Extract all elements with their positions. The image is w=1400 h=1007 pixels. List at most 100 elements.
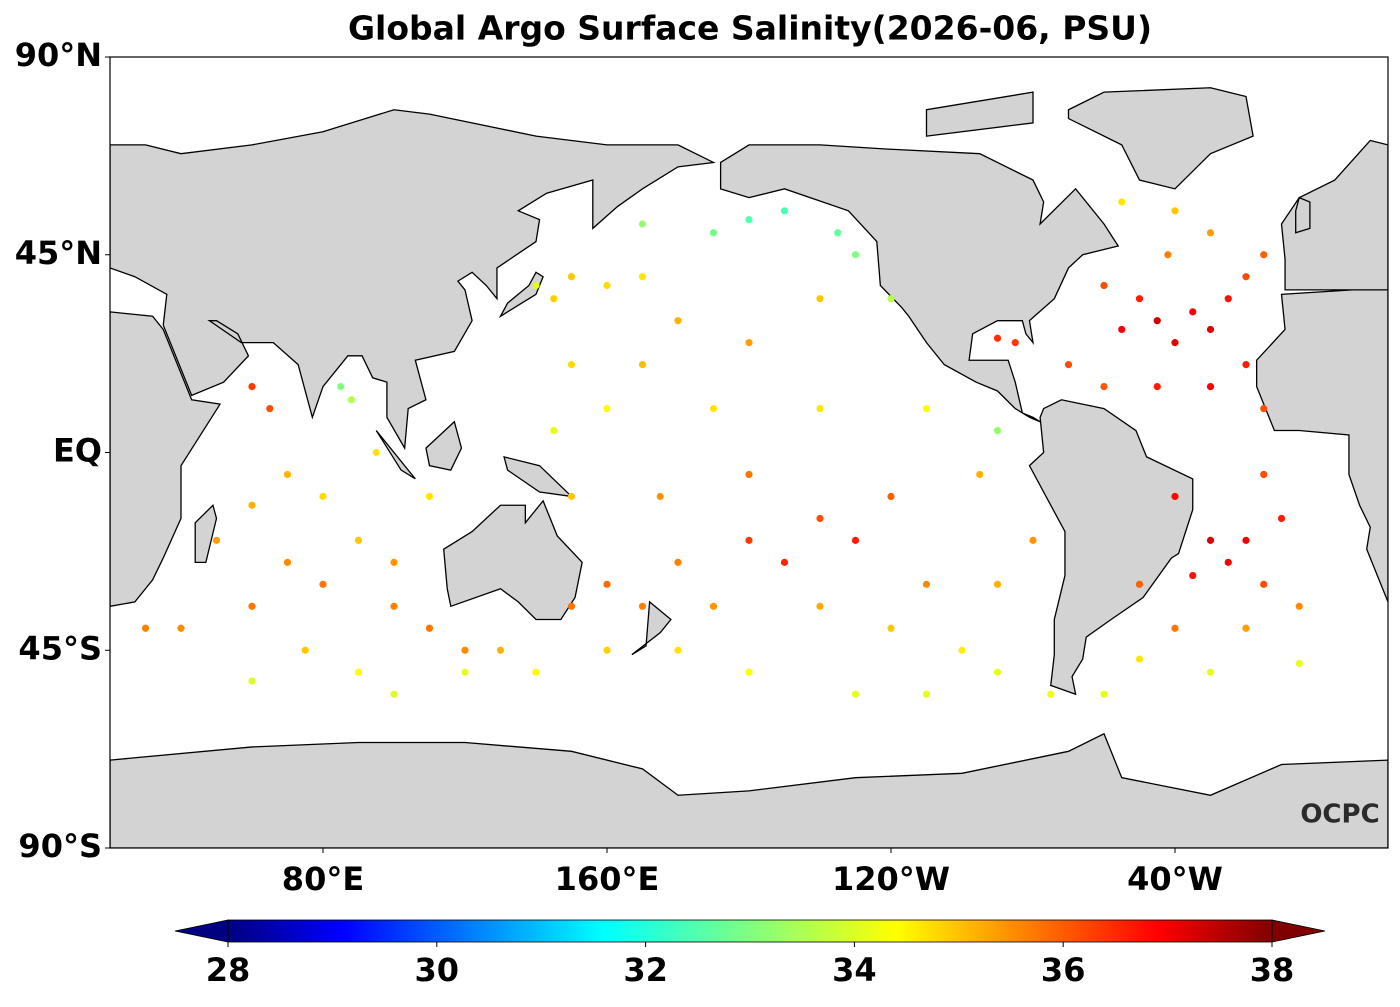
argo-float	[1011, 339, 1019, 347]
argo-float	[1100, 690, 1108, 698]
argo-float	[603, 580, 611, 588]
argo-float	[922, 404, 931, 413]
argo-float	[1164, 251, 1172, 259]
argo-float	[390, 690, 398, 698]
argo-float	[461, 668, 469, 676]
argo-float	[1135, 295, 1144, 303]
argo-float	[887, 295, 895, 303]
argo-float	[1064, 361, 1073, 369]
landmass	[375, 430, 416, 480]
argo-float	[709, 404, 718, 413]
colorbar-tick-label: 36	[1041, 951, 1086, 989]
argo-float	[922, 690, 931, 698]
argo-float	[248, 602, 256, 610]
argo-float	[993, 580, 1002, 588]
argo-float	[390, 558, 398, 566]
argo-float	[1242, 361, 1250, 369]
argo-float	[567, 273, 576, 281]
argo-float	[851, 251, 860, 259]
colorbar-frame	[227, 919, 1273, 943]
argo-float	[674, 646, 682, 654]
colorbar-extend-high	[1271, 919, 1326, 943]
argo-float	[532, 668, 540, 676]
argo-float	[1047, 690, 1055, 698]
argo-float	[887, 624, 895, 632]
argo-float	[354, 668, 363, 676]
landmass	[925, 91, 1034, 137]
argo-float	[780, 558, 789, 566]
argo-float	[141, 624, 150, 632]
colorbar-tick-label: 28	[206, 951, 251, 989]
argo-float	[425, 624, 434, 632]
argo-float	[816, 602, 824, 610]
landmass	[1295, 196, 1311, 234]
landmass	[443, 499, 583, 621]
landmass	[110, 311, 222, 607]
argo-float	[745, 470, 753, 479]
argo-float	[780, 207, 789, 215]
argo-float	[347, 396, 355, 404]
argo-float	[337, 382, 345, 391]
landmass	[719, 144, 1120, 423]
argo-float	[283, 558, 292, 566]
argo-float	[461, 646, 469, 654]
argo-float	[816, 514, 824, 523]
landmass	[110, 109, 716, 451]
colorbar-extend-low	[174, 919, 229, 943]
logo: OCPC	[1300, 800, 1379, 830]
colorbar-tick-label: 34	[832, 951, 877, 989]
argo-float	[1242, 624, 1250, 632]
argo-float	[1189, 308, 1197, 316]
argo-float	[283, 470, 292, 479]
landmass	[1028, 399, 1194, 696]
landmass	[425, 420, 463, 471]
argo-float	[1206, 325, 1215, 334]
land-layer	[110, 87, 1388, 848]
argo-float	[248, 501, 256, 509]
argo-float	[922, 580, 931, 588]
argo-float	[177, 624, 185, 632]
argo-float	[567, 361, 576, 369]
argo-float	[745, 339, 753, 347]
argo-float	[550, 426, 558, 435]
landmass	[194, 503, 218, 564]
argo-float	[816, 295, 824, 303]
argo-float	[1295, 659, 1303, 668]
argo-float	[1206, 229, 1215, 237]
argo-float	[638, 273, 647, 281]
argo-float	[993, 426, 1002, 435]
argo-float	[834, 229, 842, 237]
argo-float	[319, 580, 327, 588]
map-title: Global Argo Surface Salinity(2026-06, PS…	[348, 9, 1152, 48]
x-tick-label: 80°E	[282, 860, 364, 898]
argo-float	[1260, 470, 1268, 479]
y-tick-label: 90°N	[15, 36, 102, 74]
colorbar-tick-label: 30	[415, 951, 460, 989]
x-tick-label: 40°W	[1127, 860, 1223, 898]
argo-float	[709, 602, 718, 610]
argo-float	[1171, 492, 1179, 501]
argo-float	[372, 448, 380, 457]
argo-float	[212, 536, 221, 544]
argo-float	[816, 404, 824, 413]
argo-float	[301, 646, 309, 654]
argo-float	[603, 281, 611, 290]
argo-float	[1295, 602, 1303, 610]
argo-float	[1206, 536, 1215, 544]
landmass	[503, 455, 574, 498]
argo-float	[851, 690, 860, 698]
x-tick-label: 160°E	[555, 860, 660, 898]
argo-float	[1189, 571, 1197, 580]
argo-float	[603, 646, 611, 654]
landmass	[498, 271, 544, 319]
argo-float	[1224, 295, 1232, 303]
argo-float	[1100, 281, 1108, 290]
argo-float	[550, 295, 558, 303]
argo-float	[851, 536, 860, 544]
argo-float	[958, 646, 966, 654]
argo-float	[425, 492, 434, 501]
argo-float	[1118, 198, 1126, 206]
argo-float	[638, 361, 647, 369]
